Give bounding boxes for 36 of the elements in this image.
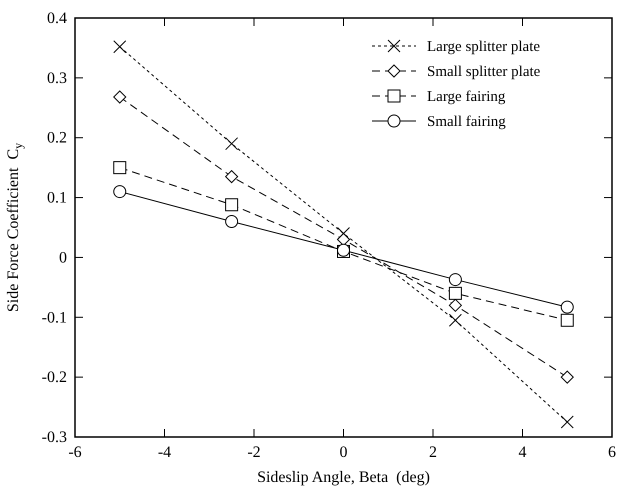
x-axis-title: Sideslip Angle, Beta (deg) — [257, 469, 430, 486]
y-tick-label: -0.3 — [42, 429, 67, 446]
y-tick-label: 0.1 — [47, 190, 67, 207]
point — [225, 215, 238, 228]
y-tick-label: 0.2 — [47, 130, 67, 147]
point — [113, 90, 126, 104]
x-tick-label: 2 — [429, 444, 437, 461]
point — [113, 40, 126, 54]
point — [560, 416, 574, 429]
y-tick-label: -0.1 — [42, 309, 67, 326]
legend-label: Small fairing — [427, 114, 506, 130]
y-tick-label: -0.2 — [42, 369, 67, 386]
point — [560, 300, 574, 314]
x-tick-label: -2 — [247, 444, 261, 461]
x-tick-label: 0 — [340, 444, 348, 461]
point — [225, 170, 238, 184]
x-tick-label: -6 — [68, 444, 82, 461]
y-tick-label: 0.4 — [47, 10, 67, 27]
y-tick-label: 0.3 — [47, 70, 67, 87]
x-tick-label: -4 — [158, 444, 172, 461]
point — [560, 370, 574, 384]
point — [448, 314, 462, 327]
legend-label: Large splitter plate — [427, 39, 540, 55]
y-tick-label: 0 — [59, 249, 67, 266]
point — [225, 198, 238, 212]
point — [560, 314, 574, 327]
legend-label: Large fairing — [427, 89, 506, 105]
legend-label: Small splitter plate — [427, 64, 541, 80]
x-tick-label: 6 — [608, 444, 616, 461]
x-tick-label: 4 — [518, 444, 526, 461]
point — [448, 273, 462, 286]
point — [225, 137, 238, 150]
point — [113, 161, 126, 174]
point — [113, 185, 126, 198]
point — [448, 298, 462, 312]
point — [448, 286, 462, 300]
